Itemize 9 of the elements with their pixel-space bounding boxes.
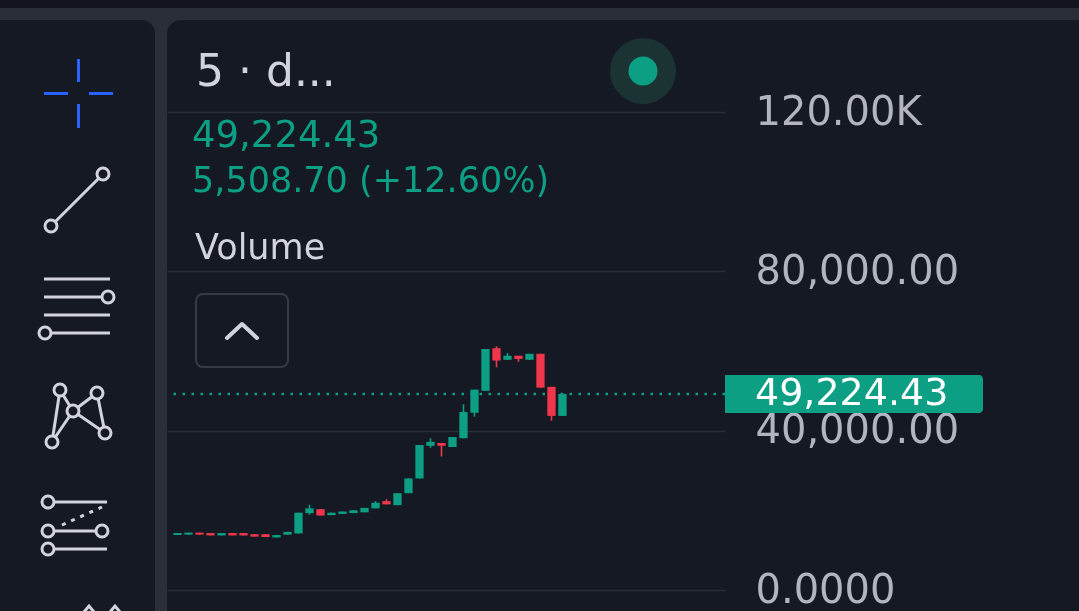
annotation: 49,224.43 — [192, 113, 381, 156]
candlestick — [492, 345, 501, 369]
y-tick-label: 120.00K — [755, 87, 924, 134]
y-tick-label: 0.0000 — [755, 565, 896, 611]
y-tick-label: 80,000.00 — [755, 246, 960, 293]
annotation: Volume — [195, 226, 326, 268]
chart-title: 5 · d... — [196, 44, 336, 98]
ref-line-label: 49,224.43 — [755, 369, 949, 414]
annotation: 5,508.70 (+12.60%) — [192, 159, 550, 201]
